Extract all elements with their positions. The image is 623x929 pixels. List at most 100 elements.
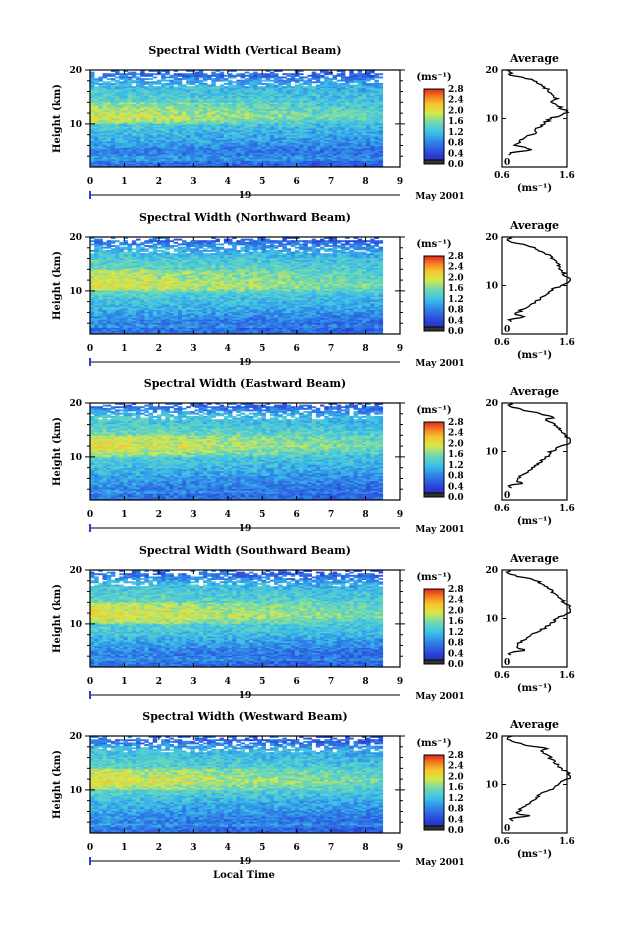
heatmap-cell (94, 131, 99, 134)
heatmap-cell (127, 76, 133, 79)
heatmap-cell (307, 158, 312, 161)
heatmap-cell (361, 142, 367, 145)
heatmap-cell (336, 133, 342, 135)
heatmap-cell (177, 165, 183, 168)
heatmap-cell (349, 145, 354, 148)
heatmap-cell (211, 126, 216, 129)
heatmap-cell (357, 134, 363, 137)
heatmap-cell (257, 142, 262, 145)
heatmap-cell (223, 134, 229, 137)
heatmap-cell (315, 149, 321, 152)
heatmap-cell (328, 126, 333, 129)
heatmap-cell (248, 141, 254, 144)
heatmap-cell (294, 149, 300, 152)
heatmap-cell (274, 150, 279, 153)
heatmap-cell (102, 136, 108, 139)
heatmap-cell (232, 142, 237, 145)
heatmap-cell (340, 141, 346, 144)
heatmap-cell (232, 126, 237, 129)
heatmap-cell (161, 155, 166, 158)
heatmap-cell (169, 141, 174, 144)
heatmap-cell (378, 145, 384, 148)
heatmap-cell (144, 78, 149, 80)
heatmap-cell (202, 149, 208, 152)
heatmap-cell (144, 137, 149, 140)
heatmap-cell (194, 150, 200, 153)
heatmap-cell (278, 150, 283, 153)
heatmap-cell (106, 160, 112, 163)
heatmap-cell (374, 165, 379, 168)
heatmap-cell (349, 158, 354, 161)
heatmap-cell (136, 149, 141, 152)
heatmap-cell (215, 131, 220, 134)
heatmap-cell (332, 123, 338, 126)
heatmap-cell (110, 133, 116, 135)
heatmap-cell (140, 160, 145, 163)
heatmap-cell (182, 126, 187, 129)
heatmap-cell (98, 142, 103, 145)
heatmap-cell (190, 147, 195, 150)
heatmap-cell (311, 86, 317, 89)
heatmap-cell (173, 137, 179, 140)
heatmap-cell (340, 160, 346, 163)
heatmap-cell (253, 123, 258, 126)
heatmap-cell (248, 163, 254, 166)
heatmap-cell (336, 73, 342, 76)
heatmap-cell (177, 163, 183, 166)
heatmap-cell (228, 149, 233, 152)
heatmap-cell (240, 133, 246, 135)
heatmap-cell (177, 157, 183, 160)
heatmap-cell (123, 150, 128, 153)
heatmap-cell (211, 155, 216, 158)
heatmap-cell (194, 124, 200, 127)
heatmap-cell (340, 142, 346, 145)
heatmap-cell (161, 149, 166, 152)
heatmap-cell (299, 150, 304, 153)
heatmap-cell (119, 134, 124, 137)
heatmap-cell (253, 134, 258, 137)
heatmap-cell (123, 133, 128, 135)
heatmap-cell (324, 123, 329, 126)
heatmap-cell (110, 158, 116, 161)
heatmap-cell (186, 150, 191, 153)
heatmap-cell (315, 158, 321, 161)
heatmap-cell (90, 131, 95, 134)
heatmap-cell (110, 124, 116, 127)
heatmap-cell (173, 145, 179, 148)
heatmap-cell (340, 139, 346, 142)
heatmap-cell (374, 147, 379, 150)
heatmap-cell (294, 160, 300, 163)
heatmap-cell (161, 129, 166, 132)
heatmap-cell (366, 142, 371, 145)
heatmap-cell (240, 139, 246, 142)
heatmap-cell (299, 124, 304, 127)
heatmap-cell (257, 145, 262, 148)
heatmap-cell (345, 152, 350, 155)
heatmap-cell (303, 137, 308, 140)
heatmap-cell (366, 145, 371, 148)
heatmap-cell (240, 145, 246, 148)
heatmap-cell (194, 165, 200, 168)
heatmap-cell (345, 162, 350, 165)
heatmap-cell (236, 128, 241, 131)
heatmap-cell (228, 144, 233, 147)
heatmap-cell (190, 160, 195, 163)
heatmap-cell (177, 124, 183, 127)
heatmap-cell (90, 157, 95, 160)
x-tick-label: 1 (121, 177, 127, 187)
heatmap-cell (198, 152, 204, 155)
heatmap-cell (211, 158, 216, 161)
heatmap-cell (320, 165, 325, 168)
heatmap-cell (110, 141, 116, 144)
heatmap-cell (345, 155, 350, 158)
heatmap-cell (353, 126, 358, 129)
heatmap (90, 70, 384, 168)
heatmap-cell (127, 147, 133, 150)
heatmap-cell (136, 76, 141, 79)
heatmap-cell (345, 158, 350, 161)
heatmap-cell (286, 149, 292, 152)
heatmap-cell (152, 150, 158, 153)
heatmap-cell (370, 137, 375, 140)
heatmap-cell (290, 131, 296, 134)
heatmap-cell (161, 158, 166, 161)
